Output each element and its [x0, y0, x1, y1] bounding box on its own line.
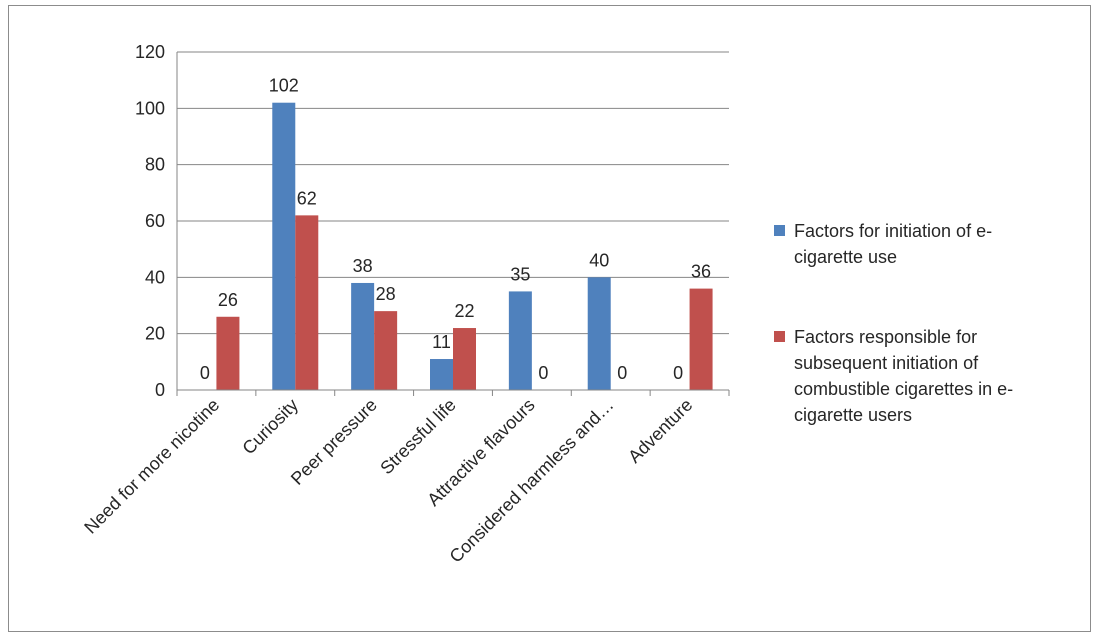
legend-label-line: cigarette users: [794, 405, 913, 425]
bar: [272, 102, 296, 390]
legend-label-line: Factors responsible for: [794, 327, 978, 347]
data-label: 26: [218, 290, 238, 310]
bar: [587, 277, 611, 390]
bar: [430, 359, 453, 390]
data-label: 0: [673, 363, 683, 383]
data-label: 0: [617, 363, 627, 383]
x-tick-label: Adventure: [624, 395, 696, 467]
bar: [374, 311, 398, 390]
x-tick-label: Stressful life: [376, 395, 459, 478]
data-label: 0: [200, 363, 210, 383]
bar: [508, 291, 532, 390]
bar: [351, 282, 375, 390]
data-label: 11: [432, 332, 451, 352]
legend-swatch-initiation: [774, 225, 785, 236]
legend-label-line: cigarette use: [794, 247, 898, 267]
y-tick-label: 80: [145, 155, 165, 175]
x-tick-label: Need for more nicotine: [80, 395, 223, 538]
data-label: 38: [353, 256, 373, 276]
y-tick-label: 20: [145, 324, 165, 344]
data-label: 102: [269, 76, 299, 96]
gridlines: [177, 51, 729, 391]
x-tick-label: Considered harmless and…: [446, 395, 618, 567]
data-label: 28: [376, 284, 396, 304]
bar: [216, 316, 240, 390]
legend-label-line: Factors for initiation of e-: [794, 221, 993, 241]
y-axis: 0 20 40 60 80 100 120: [135, 42, 178, 400]
data-label: 40: [589, 250, 609, 270]
legend: Factors for initiation of e- cigarette u…: [774, 218, 1094, 428]
bar: [453, 328, 476, 390]
y-tick-label: 120: [135, 42, 165, 62]
legend-label-line: subsequent initiation of: [794, 353, 979, 373]
y-tick-label: 0: [155, 380, 165, 400]
legend-item-subsequent: Factors responsible for subsequent initi…: [774, 324, 1094, 428]
data-label: 0: [538, 363, 548, 383]
legend-item-initiation: Factors for initiation of e- cigarette u…: [774, 218, 1094, 270]
data-label: 35: [510, 264, 530, 284]
y-tick-label: 100: [135, 98, 165, 118]
y-tick-label: 40: [145, 267, 165, 287]
data-label: 22: [454, 301, 474, 321]
data-label: 36: [691, 262, 711, 282]
bars: [216, 102, 713, 390]
bar: [689, 288, 713, 390]
x-tick-label: Curiosity: [238, 395, 302, 459]
legend-label-line: combustible cigarettes in e-: [794, 379, 1014, 399]
bar: [295, 215, 319, 390]
y-tick-label: 60: [145, 211, 165, 231]
data-label: 62: [297, 188, 317, 208]
legend-swatch-subsequent: [774, 331, 785, 342]
chart-frame: 0 20 40 60 80 100 120 0 26 102 62 38 28 11 22 35 0 40 0 0 3…: [8, 5, 1091, 632]
